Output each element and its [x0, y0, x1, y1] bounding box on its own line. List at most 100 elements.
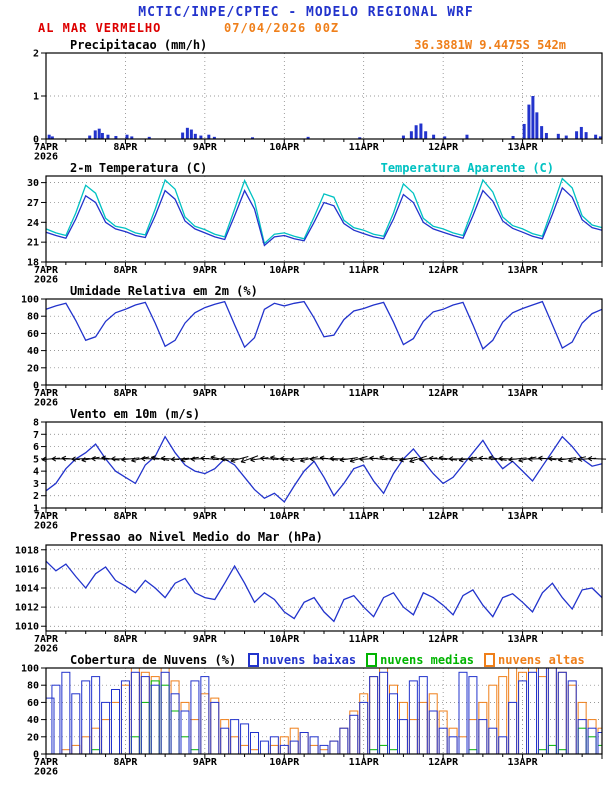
svg-text:11APR: 11APR: [349, 388, 380, 399]
svg-text:8APR: 8APR: [113, 142, 138, 153]
svg-text:2026: 2026: [34, 152, 58, 163]
svg-text:8APR: 8APR: [113, 757, 138, 768]
svg-text:11APR: 11APR: [349, 757, 380, 768]
svg-text:9APR: 9APR: [193, 634, 218, 645]
panel-cloud-cover-header: Cobertura de Nuvens (%) nuvens baixas nu…: [0, 652, 612, 667]
panel-humidity: Umidade Relativa em 2m (%) 0 20 40 60 80 100 7…: [0, 283, 612, 409]
svg-text:8APR: 8APR: [113, 634, 138, 645]
svg-text:9APR: 9APR: [193, 511, 218, 522]
svg-text:2026: 2026: [34, 275, 58, 286]
header-subline: AL MAR VERMELHO 07/04/2026 00Z: [0, 21, 612, 37]
panel-title-temperature: 2-m Temperatura (C): [70, 160, 208, 175]
panel-title-pressure: Pressao ao Nivel Medio do Mar (hPa): [70, 529, 323, 544]
medium-clouds-swatch-icon: [366, 652, 378, 667]
svg-text:9APR: 9APR: [193, 142, 218, 153]
station-name: AL MAR VERMELHO: [38, 21, 162, 35]
svg-text:10APR: 10APR: [269, 511, 300, 522]
svg-text:9APR: 9APR: [193, 757, 218, 768]
svg-text:10APR: 10APR: [269, 388, 300, 399]
svg-text:6: 6: [33, 442, 39, 453]
svg-text:4: 4: [33, 467, 39, 478]
panel-temperature: 2-m Temperatura (C) Temperatura Aparente…: [0, 160, 612, 286]
page-header: MCTIC/INPE/CPTEC - MODELO REGIONAL WRF A…: [0, 5, 612, 37]
svg-text:10APR: 10APR: [269, 634, 300, 645]
svg-text:7APR: 7APR: [34, 511, 59, 522]
svg-text:20: 20: [27, 732, 39, 743]
svg-text:0: 0: [33, 135, 39, 146]
svg-text:12APR: 12APR: [428, 511, 459, 522]
temperature-chart: 18 21 24 27 30 7APR 8APR 9APR 10APR 11APR 12APR 13A…: [27, 175, 603, 286]
svg-text:40: 40: [27, 715, 39, 726]
panel-precipitation-header: Precipitacao (mm/h) 36.3881W 9.4475S 542…: [0, 37, 612, 52]
legend-apparent-temperature: Temperatura Aparente (C): [380, 160, 554, 175]
run-datetime: 07/04/2026 00Z: [224, 21, 340, 35]
svg-text:1012: 1012: [15, 603, 39, 614]
svg-text:11APR: 11APR: [349, 511, 380, 522]
svg-text:100: 100: [21, 295, 39, 306]
precipitation-chart: 0 1 2 7APR 8APR 9APR 10APR 11APR 12APR 13APR 2026: [33, 49, 603, 163]
panel-temperature-header: 2-m Temperatura (C) Temperatura Aparente…: [0, 160, 612, 175]
svg-text:18: 18: [27, 258, 39, 269]
low-clouds-swatch-icon: [248, 652, 260, 667]
svg-text:2026: 2026: [34, 767, 58, 778]
svg-text:1016: 1016: [15, 564, 39, 575]
svg-text:7APR: 7APR: [34, 142, 59, 153]
svg-text:80: 80: [27, 681, 39, 692]
svg-text:7APR: 7APR: [34, 388, 59, 399]
svg-text:7APR: 7APR: [34, 757, 59, 768]
svg-text:1: 1: [33, 92, 39, 103]
panel-pressure-header: Pressao ao Nivel Medio do Mar (hPa): [0, 529, 612, 544]
svg-text:3: 3: [33, 479, 39, 490]
svg-text:10APR: 10APR: [269, 142, 300, 153]
svg-text:13APR: 13APR: [508, 634, 539, 645]
meteogram-page: MCTIC/INPE/CPTEC - MODELO REGIONAL WRF A…: [0, 5, 612, 778]
panel-precipitation: Precipitacao (mm/h) 36.3881W 9.4475S 542…: [0, 37, 612, 163]
svg-text:21: 21: [27, 238, 39, 249]
svg-text:2: 2: [33, 491, 39, 502]
svg-text:11APR: 11APR: [349, 634, 380, 645]
svg-text:24: 24: [27, 218, 39, 229]
svg-text:7: 7: [33, 430, 39, 441]
svg-text:9APR: 9APR: [193, 388, 218, 399]
svg-text:12APR: 12APR: [428, 757, 459, 768]
svg-text:0: 0: [33, 381, 39, 392]
svg-text:8: 8: [33, 418, 39, 429]
svg-text:2026: 2026: [34, 521, 58, 532]
cloud-legend: nuvens baixas nuvens medias nuvens altas: [248, 652, 585, 667]
coordinates-label: 36.3881W 9.4475S 542m: [414, 37, 566, 52]
panel-title-wind: Vento em 10m (m/s): [70, 406, 201, 421]
svg-text:8APR: 8APR: [113, 388, 138, 399]
svg-text:10APR: 10APR: [269, 757, 300, 768]
panel-title-cloud-cover: Cobertura de Nuvens (%): [70, 652, 237, 667]
svg-text:80: 80: [27, 312, 39, 323]
svg-text:2026: 2026: [34, 644, 58, 655]
panel-wind-header: Vento em 10m (m/s): [0, 406, 612, 421]
svg-text:60: 60: [27, 329, 39, 340]
legend-low-clouds-label: nuvens baixas: [262, 652, 357, 667]
svg-text:13APR: 13APR: [508, 265, 539, 276]
panel-title-precipitation: Precipitacao (mm/h): [70, 37, 208, 52]
panel-wind: Vento em 10m (m/s) 1 2 3 4 5 6 7 8 7APR 8APR 9APR 1…: [0, 406, 612, 532]
svg-text:12APR: 12APR: [428, 142, 459, 153]
svg-text:7APR: 7APR: [34, 265, 59, 276]
svg-text:0: 0: [33, 750, 39, 761]
svg-text:12APR: 12APR: [428, 634, 459, 645]
svg-text:13APR: 13APR: [508, 757, 539, 768]
svg-text:100: 100: [21, 664, 39, 675]
panel-humidity-header: Umidade Relativa em 2m (%): [0, 283, 612, 298]
svg-text:30: 30: [27, 178, 39, 189]
svg-text:9APR: 9APR: [193, 265, 218, 276]
page-title: MCTIC/INPE/CPTEC - MODELO REGIONAL WRF: [138, 5, 474, 20]
svg-text:12APR: 12APR: [428, 265, 459, 276]
high-clouds-swatch-icon: [484, 652, 496, 667]
svg-text:2026: 2026: [34, 398, 58, 409]
svg-text:60: 60: [27, 698, 39, 709]
svg-text:10APR: 10APR: [269, 265, 300, 276]
cloud-cover-chart: 0 20 40 60 80 100 7APR 8APR 9APR 10APR 11APR 12APR 1…: [21, 664, 603, 778]
svg-text:2: 2: [33, 49, 39, 60]
svg-text:13APR: 13APR: [508, 388, 539, 399]
svg-text:13APR: 13APR: [508, 511, 539, 522]
svg-text:20: 20: [27, 363, 39, 374]
svg-text:1010: 1010: [15, 622, 39, 633]
